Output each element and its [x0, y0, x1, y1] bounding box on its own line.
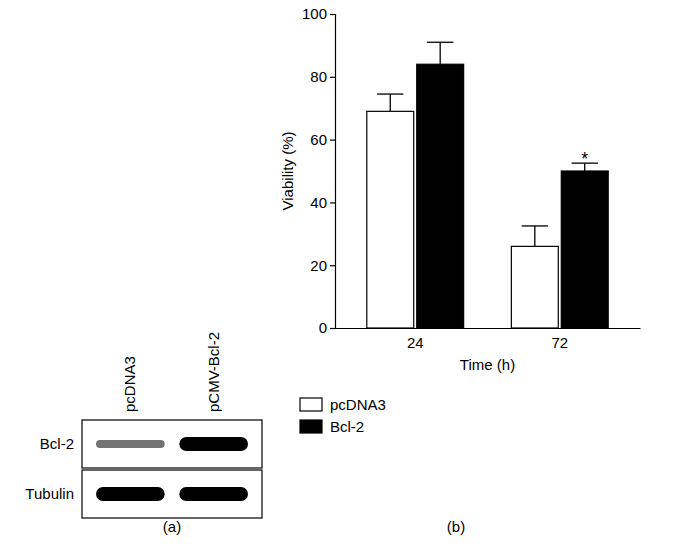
error-bar — [377, 94, 403, 111]
y-tick-mark — [330, 202, 335, 203]
blot-panel: pcDNA3 pCMV-Bcl-2 Bcl-2 Tubulin (a) — [25, 332, 262, 535]
panel-label: (b) — [447, 518, 465, 535]
lane-label: pCMV-Bcl-2 — [205, 332, 222, 412]
legend: pcDNA3 Bcl-2 — [300, 396, 386, 435]
bar — [417, 64, 464, 328]
lane-label: pcDNA3 — [121, 356, 138, 412]
row-label: Tubulin — [25, 485, 74, 502]
error-whisker — [440, 42, 441, 64]
y-tick-mark — [330, 140, 335, 141]
y-tick-mark — [330, 265, 335, 266]
y-tick-label: 20 — [310, 257, 327, 274]
y-tick-label: 80 — [310, 68, 327, 85]
y-tick: 80 — [310, 68, 335, 85]
legend-swatch — [300, 420, 322, 433]
blot-band — [179, 437, 248, 451]
y-tick: 20 — [310, 257, 335, 274]
row-label: Bcl-2 — [40, 435, 74, 452]
error-bar — [522, 226, 548, 246]
chart-panel: * 0 20 40 60 80 100 24 72 Time (h) Viability (%) pc… — [279, 5, 641, 535]
legend-swatch — [300, 398, 322, 411]
y-tick: 60 — [310, 131, 335, 148]
y-tick-label: 40 — [310, 194, 327, 211]
error-bar — [427, 42, 453, 64]
y-tick-mark — [330, 328, 335, 329]
blot-frame — [82, 420, 262, 468]
y-tick-mark — [330, 77, 335, 78]
blot-band — [96, 440, 165, 448]
legend-label: Bcl-2 — [330, 418, 364, 435]
panel-label: (a) — [163, 518, 181, 535]
error-cap — [377, 93, 403, 94]
x-tick-label: 72 — [551, 334, 568, 351]
error-cap — [522, 225, 548, 226]
legend-label: pcDNA3 — [330, 396, 386, 413]
y-axis-title: Viability (%) — [279, 132, 296, 211]
bar — [367, 111, 414, 328]
error-whisker — [534, 226, 535, 246]
y-tick-label: 0 — [319, 319, 327, 336]
x-tick: 24 — [407, 328, 424, 351]
bar — [511, 246, 558, 328]
error-cap — [427, 42, 453, 43]
x-axis: 24 72 — [336, 328, 641, 351]
x-tick-label: 24 — [407, 334, 424, 351]
significance-mark: * — [581, 149, 588, 169]
blot-band — [179, 487, 248, 501]
plot-area — [367, 42, 608, 328]
y-axis: 0 20 40 60 80 100 — [302, 5, 336, 336]
x-axis-title: Time (h) — [460, 356, 515, 373]
figure: pcDNA3 pCMV-Bcl-2 Bcl-2 Tubulin (a) * 0 20 40 60 8… — [0, 0, 686, 544]
bar — [561, 171, 608, 328]
y-tick-label: 60 — [310, 131, 327, 148]
y-tick: 100 — [302, 5, 335, 22]
y-tick: 40 — [310, 194, 335, 211]
y-axis-line — [330, 15, 336, 329]
blot-band — [96, 487, 165, 501]
x-axis-line — [336, 328, 641, 329]
error-whisker — [390, 94, 391, 111]
blot-frame — [82, 470, 262, 518]
y-tick-mark — [330, 14, 335, 15]
x-tick: 72 — [551, 328, 568, 351]
y-tick: 0 — [319, 319, 335, 336]
y-tick-label: 100 — [302, 5, 327, 22]
